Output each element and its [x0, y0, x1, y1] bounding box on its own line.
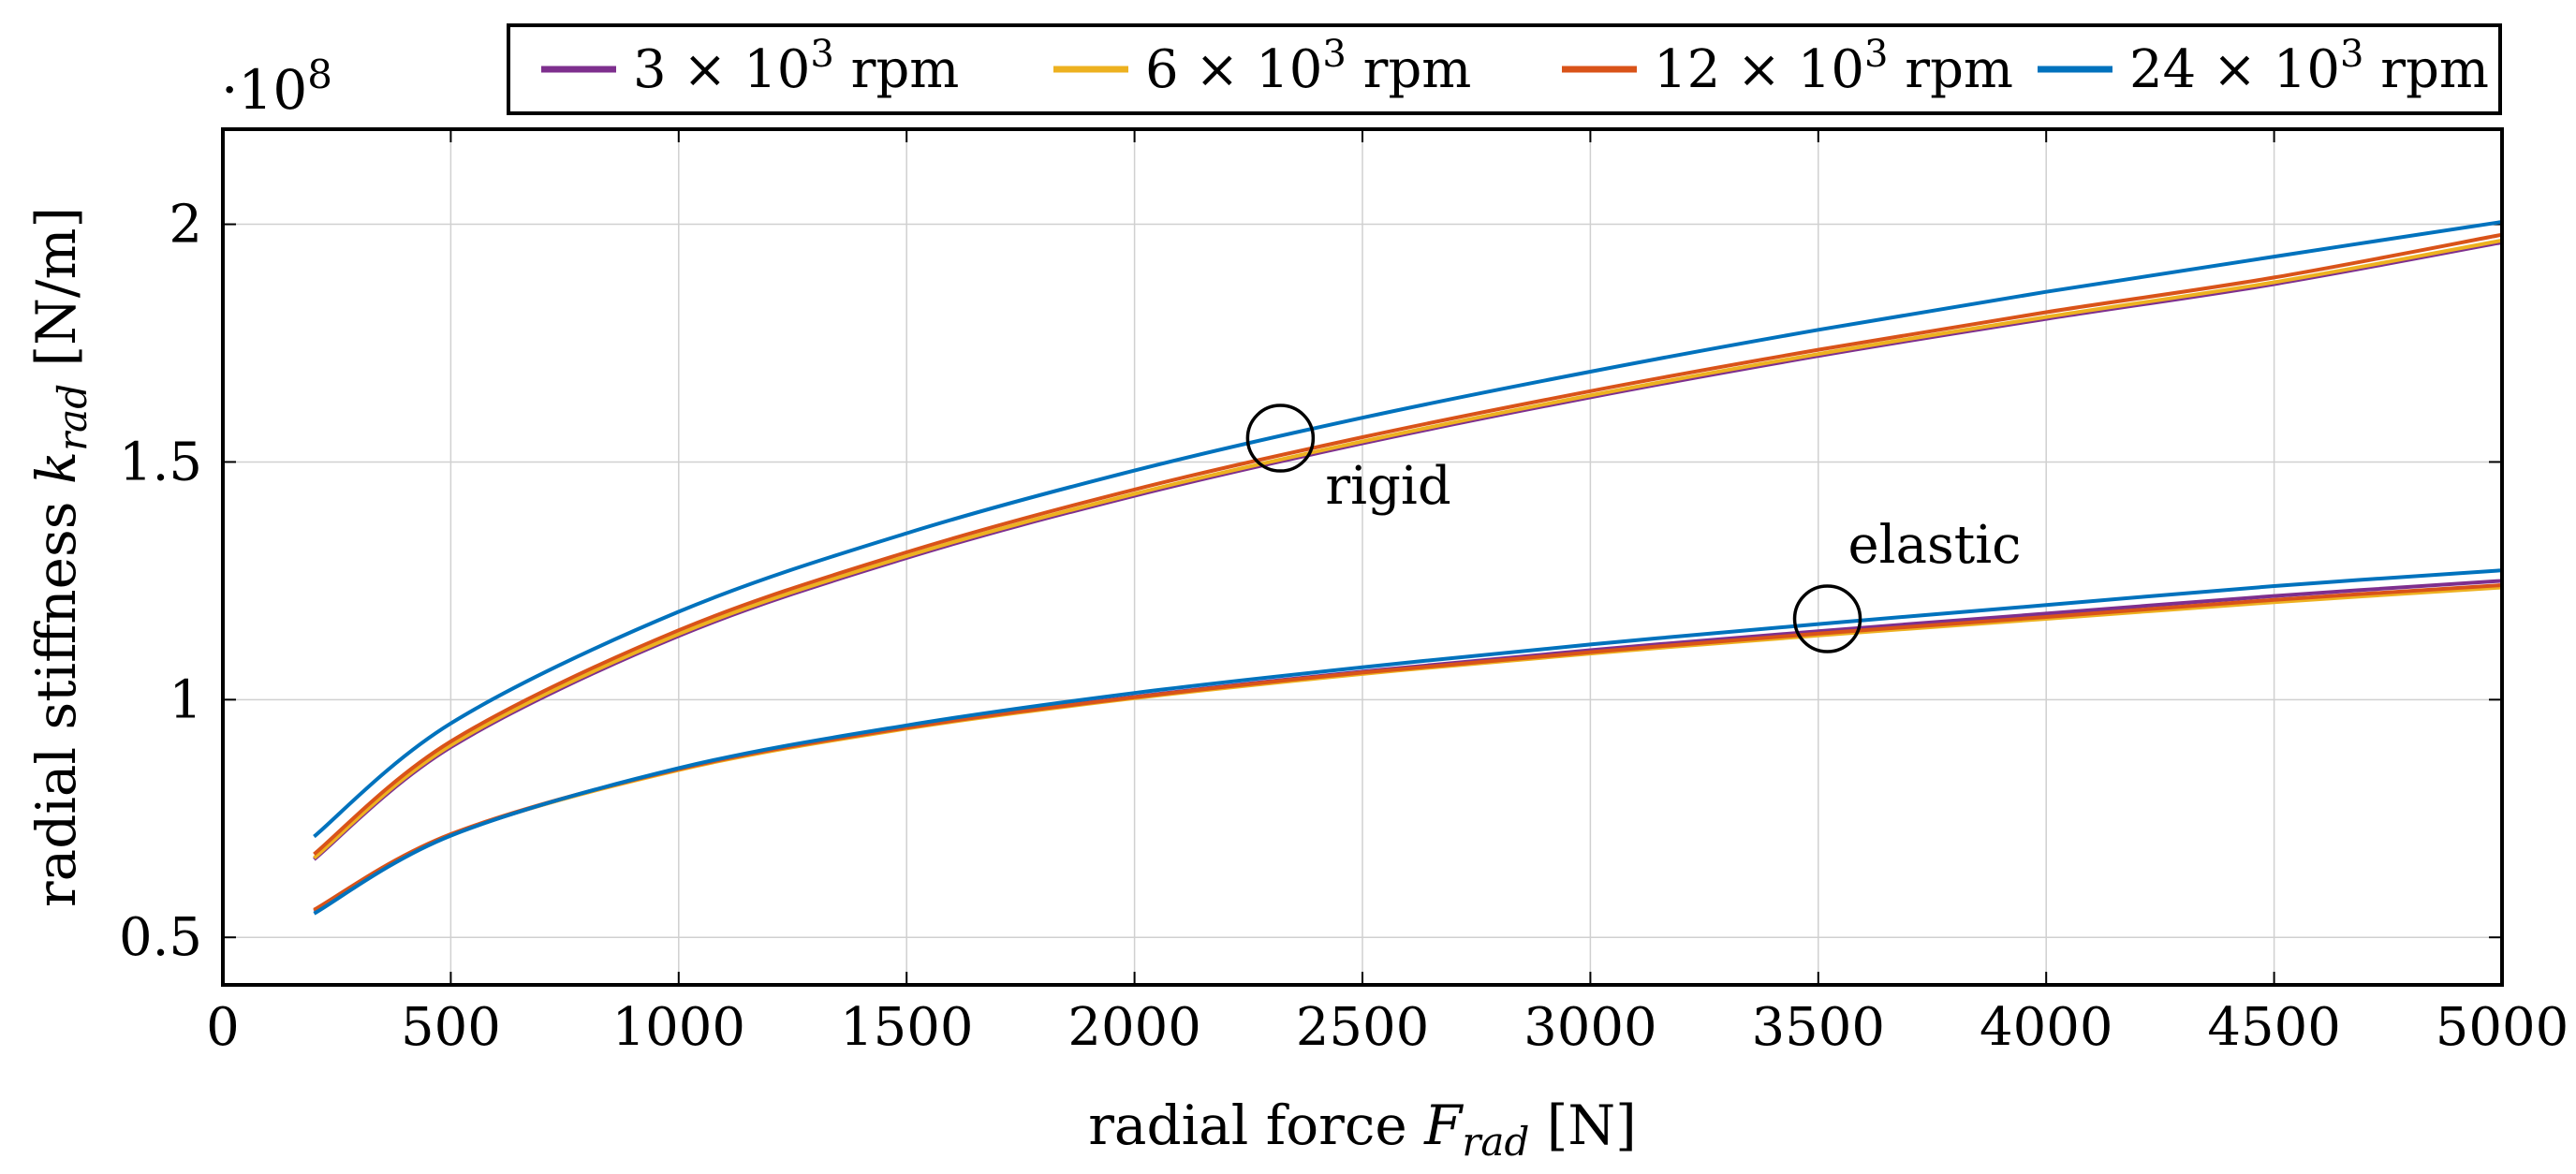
x-tick-label: 5000	[2436, 997, 2569, 1058]
rigid-curve	[313, 232, 2503, 856]
y-tick-label: 2	[169, 195, 202, 256]
plot-frame	[221, 127, 2504, 987]
legend-box	[507, 23, 2502, 115]
plot-area	[221, 127, 2504, 987]
legend-label: 6 × 103 rpm	[1145, 33, 1471, 100]
x-tick-label: 2500	[1296, 997, 1430, 1058]
elastic-curve	[313, 568, 2503, 916]
x-tick-labels: 0 500 1000 1500 2000 2500 3000 3500 4000 4500 5000	[206, 997, 2569, 1058]
y-scale-label: ·108	[221, 51, 332, 122]
legend-label: 24 × 103 rpm	[2129, 33, 2489, 100]
y-tick-labels: 0.5 1 1.5 2	[119, 195, 202, 969]
x-tick-label: 2000	[1067, 997, 1201, 1058]
x-tick-label: 4500	[2207, 997, 2341, 1058]
rigid-curve	[313, 220, 2503, 839]
x-tick-label: 3000	[1524, 997, 1657, 1058]
x-axis-label: radial force Frad [N]	[1088, 1093, 1637, 1165]
elastic-marker-circle	[1792, 584, 1862, 653]
annotations: rigid elastic	[1245, 404, 2022, 653]
series-lines	[313, 220, 2503, 916]
y-tick-label: 1	[169, 669, 202, 730]
rigid-label: rigid	[1325, 456, 1450, 517]
rigid-marker-circle	[1245, 404, 1316, 473]
legend: 3 × 103 rpm 6 × 103 rpm 12 × 103 rpm 24 × 1…	[507, 23, 2502, 115]
elastic-label: elastic	[1848, 515, 2022, 576]
legend-items: 3 × 103 rpm 6 × 103 rpm 12 × 103 rpm 24 × 1…	[541, 33, 2489, 100]
y-tick-label: 0.5	[119, 907, 202, 968]
x-tick-label: 1000	[612, 997, 746, 1058]
x-tick-label: 3500	[1752, 997, 1886, 1058]
x-tick-label: 4000	[1980, 997, 2113, 1058]
series-24-10-3-rpm	[313, 220, 2503, 916]
x-tick-label: 1500	[840, 997, 974, 1058]
rigid-curve	[313, 238, 2503, 859]
legend-label: 12 × 103 rpm	[1654, 33, 2013, 100]
y-axis-label: radial stiffness krad [N/m]	[24, 207, 96, 907]
y-tick-label: 1.5	[119, 432, 202, 492]
x-tick-label: 500	[401, 997, 501, 1058]
legend-label: 3 × 103 rpm	[633, 33, 959, 100]
x-tick-label: 0	[206, 997, 240, 1058]
